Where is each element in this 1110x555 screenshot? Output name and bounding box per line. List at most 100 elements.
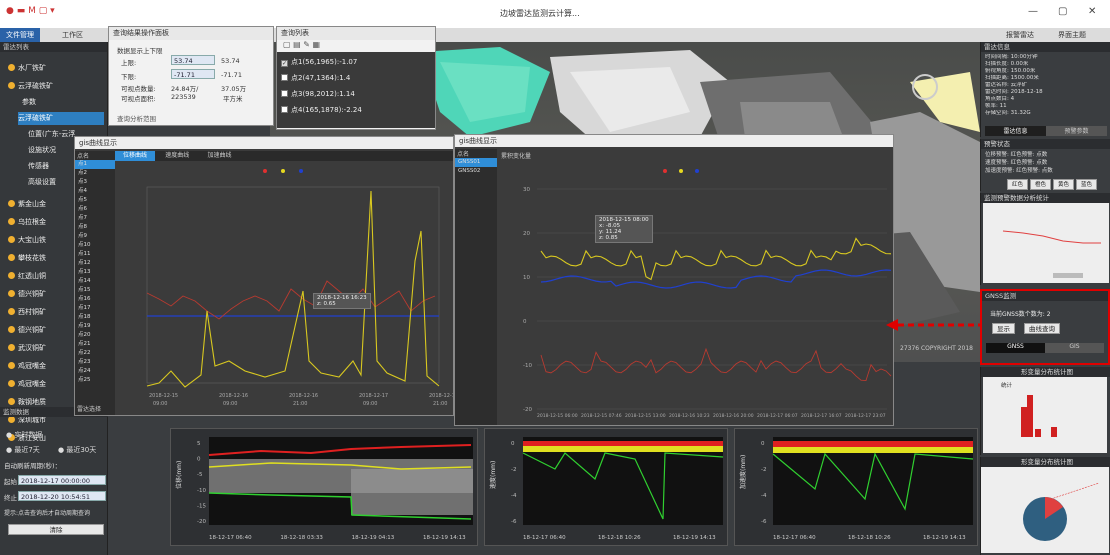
tree-item[interactable]: 设施状况 (28, 144, 56, 157)
point-list-item[interactable]: 点20 (78, 332, 91, 338)
point-list-item[interactable]: 点12 (78, 260, 91, 266)
end-time-input[interactable]: 2018-12-20 10:54:51 (18, 491, 106, 501)
tree-item[interactable]: 传感器 (28, 160, 49, 173)
point-list-item[interactable]: 点11 (78, 251, 91, 257)
radio-realtime[interactable]: ● 实时数据 (6, 431, 43, 439)
checkbox[interactable] (281, 90, 288, 97)
point-list-item[interactable]: 点3 (78, 179, 87, 185)
tree-item[interactable]: 水厂铁矿 (8, 62, 46, 75)
lower-input[interactable]: -71.71 (171, 69, 215, 79)
gnss-show-button[interactable]: 显示 (992, 323, 1015, 334)
point-list-item[interactable]: 点18 (78, 314, 91, 320)
tab-workspace[interactable]: 工作区 (62, 31, 83, 39)
close-icon[interactable]: ✕ (1088, 6, 1097, 17)
point-list-item[interactable]: 点23 (78, 359, 91, 365)
checkbox[interactable]: ✓ (281, 60, 288, 67)
tree-item[interactable]: 位置(广东-云浮 (28, 128, 75, 141)
tree-item[interactable]: 德兴铜矿 (8, 324, 46, 337)
histogram-chart[interactable]: 统计 (981, 377, 1109, 453)
warning-level-button[interactable]: 蓝色 (1076, 179, 1098, 190)
pie-chart[interactable] (981, 467, 1109, 553)
tree-item[interactable]: 云浮硫铁矿 (8, 80, 53, 93)
tab-velocity[interactable]: 速度曲线 (165, 152, 190, 159)
bottom-acceleration-chart[interactable]: 0 -2 -4 -6 加速度(mm) 18-12-17 06:40 18-12-18 10:… (735, 429, 979, 547)
point-list-item[interactable]: 点16 (78, 296, 91, 302)
warning-level-button[interactable]: 黄色 (1053, 179, 1075, 190)
tree-item[interactable]: 西村铜矿 (8, 306, 46, 319)
radio-last7[interactable]: ● 最近7天 (6, 446, 40, 454)
tab-displacement[interactable]: 位移曲线 (115, 151, 156, 161)
tree-item[interactable]: 深圳城市 (8, 414, 46, 427)
query-list-item[interactable]: 点3(98,2012):1.14 (281, 86, 431, 102)
chart-window-1: gis曲线显示 位移曲线 速度曲线 加速曲线 点名 点1 点2 点3 点4 点5 点6 点7… (74, 136, 454, 416)
tab-file-management[interactable]: 文件管理 (0, 28, 40, 42)
warning-level-button[interactable]: 红色 (1007, 179, 1029, 190)
point-list-item[interactable]: 点17 (78, 305, 91, 311)
point-list-item[interactable]: 点19 (78, 323, 91, 329)
threshold-window: 查询结果操作面板 数据显示上下限 上限: 53.74 53.74 下限: -71… (108, 26, 274, 126)
gnss-list-item[interactable]: GNSS02 (458, 168, 481, 174)
bottom-displacement-chart[interactable]: 5 0 -5 -10 -15 -20 位移(mm) 18-12-17 06:40 18-12-1… (171, 429, 479, 547)
query-list-item[interactable]: 点2(47,1364):1.4 (281, 70, 431, 86)
tree-item[interactable]: 武汉铜矿 (8, 342, 46, 355)
tab-alarm-radar[interactable]: 报警雷达 (1006, 31, 1034, 39)
minimize-icon[interactable]: — (1028, 6, 1038, 17)
tree-item[interactable]: 高级设置 (28, 176, 56, 189)
bottom-velocity-chart[interactable]: 0 -2 -4 -6 速度(mm) 18-12-17 06:40 18-12-18 10:2… (485, 429, 729, 547)
upper-input[interactable]: 53.74 (171, 55, 215, 65)
maximize-icon[interactable]: ▢ (1058, 6, 1068, 17)
point-list-item[interactable]: 点14 (78, 278, 91, 284)
tab-warning-params[interactable]: 预警参数 (1046, 126, 1107, 136)
query-list-item[interactable]: ✓ 点1(56,1965):-1.07 (281, 54, 431, 70)
gnss-list-item[interactable]: GNSS01 (455, 158, 497, 167)
quick-access-icons[interactable]: ● ▬ M ▢ ▾ (6, 6, 55, 16)
tab-theme[interactable]: 界面主题 (1058, 31, 1086, 39)
start-time-input[interactable]: 2018-12-17 00:00:00 (18, 475, 106, 485)
tree-item[interactable]: 浙江安山 (8, 432, 46, 445)
point-list-item[interactable]: 点25 (78, 377, 91, 383)
warning-level-button[interactable]: 橙色 (1030, 179, 1052, 190)
query-list-item[interactable]: 点4(165,1878):-2.24 (281, 102, 431, 118)
tree-item-label: 鸡冠嘴金 (18, 362, 46, 370)
clear-button[interactable]: 清除 (8, 524, 104, 535)
point-list-item[interactable]: 点4 (78, 188, 87, 194)
point-list-item[interactable]: 点5 (78, 197, 87, 203)
tab-gis[interactable]: GIS (1045, 343, 1104, 353)
tree-item[interactable]: 紫金山金 (8, 198, 46, 211)
tab-gnss[interactable]: GNSS (986, 343, 1045, 353)
point-list-item[interactable]: 点15 (78, 287, 91, 293)
point-list-item[interactable]: 点13 (78, 269, 91, 275)
gnss-tabs: GNSS GIS (986, 343, 1104, 353)
checkbox[interactable] (281, 106, 288, 113)
tree-item[interactable]: 鞍钢地质 (8, 396, 46, 409)
tree-item[interactable]: 参数 (22, 96, 36, 109)
tree-item[interactable]: 云浮硫铁矿 (18, 112, 104, 125)
radio-last30[interactable]: ● 最近30天 (58, 446, 97, 454)
tree-item[interactable]: 鸡冠嘴金 (8, 378, 46, 391)
point-list-item[interactable]: 点2 (78, 170, 87, 176)
highlight-arrow (886, 319, 980, 331)
tree-item[interactable]: 大宝山铁 (8, 234, 46, 247)
point-list-item[interactable]: 点1 (75, 160, 115, 169)
query-list-toolbar[interactable]: ▢ ▤ ✎ ▦ (283, 40, 321, 49)
tree-item[interactable]: 德兴铜矿 (8, 288, 46, 301)
gnss-curve-query-button[interactable]: 曲线查询 (1024, 323, 1060, 334)
point-list-item[interactable]: 点24 (78, 368, 91, 374)
tree-item[interactable]: 乌拉根金 (8, 216, 46, 229)
displacement-chart[interactable]: 2018-12-15 09:00 2018-12-16 09:00 2018-12-16… (115, 161, 453, 415)
point-list-item[interactable]: 点6 (78, 206, 87, 212)
point-list-item[interactable]: 点21 (78, 341, 91, 347)
tree-item[interactable]: 攀枝花铁 (8, 252, 46, 265)
checkbox[interactable] (281, 74, 288, 81)
point-list-item[interactable]: 点9 (78, 233, 87, 239)
point-list-item[interactable]: 点7 (78, 215, 87, 221)
trend-chart[interactable] (983, 203, 1109, 283)
point-list-item[interactable]: 点8 (78, 224, 87, 230)
tab-radar-info[interactable]: 雷达信息 (985, 126, 1046, 136)
tree-item[interactable]: 鸡冠嘴金 (8, 360, 46, 373)
tree-item[interactable]: 红透山铜 (8, 270, 46, 283)
point-list-item[interactable]: 点10 (78, 242, 91, 248)
point-list-item[interactable]: 点22 (78, 350, 91, 356)
tab-acceleration[interactable]: 加速曲线 (207, 152, 232, 159)
